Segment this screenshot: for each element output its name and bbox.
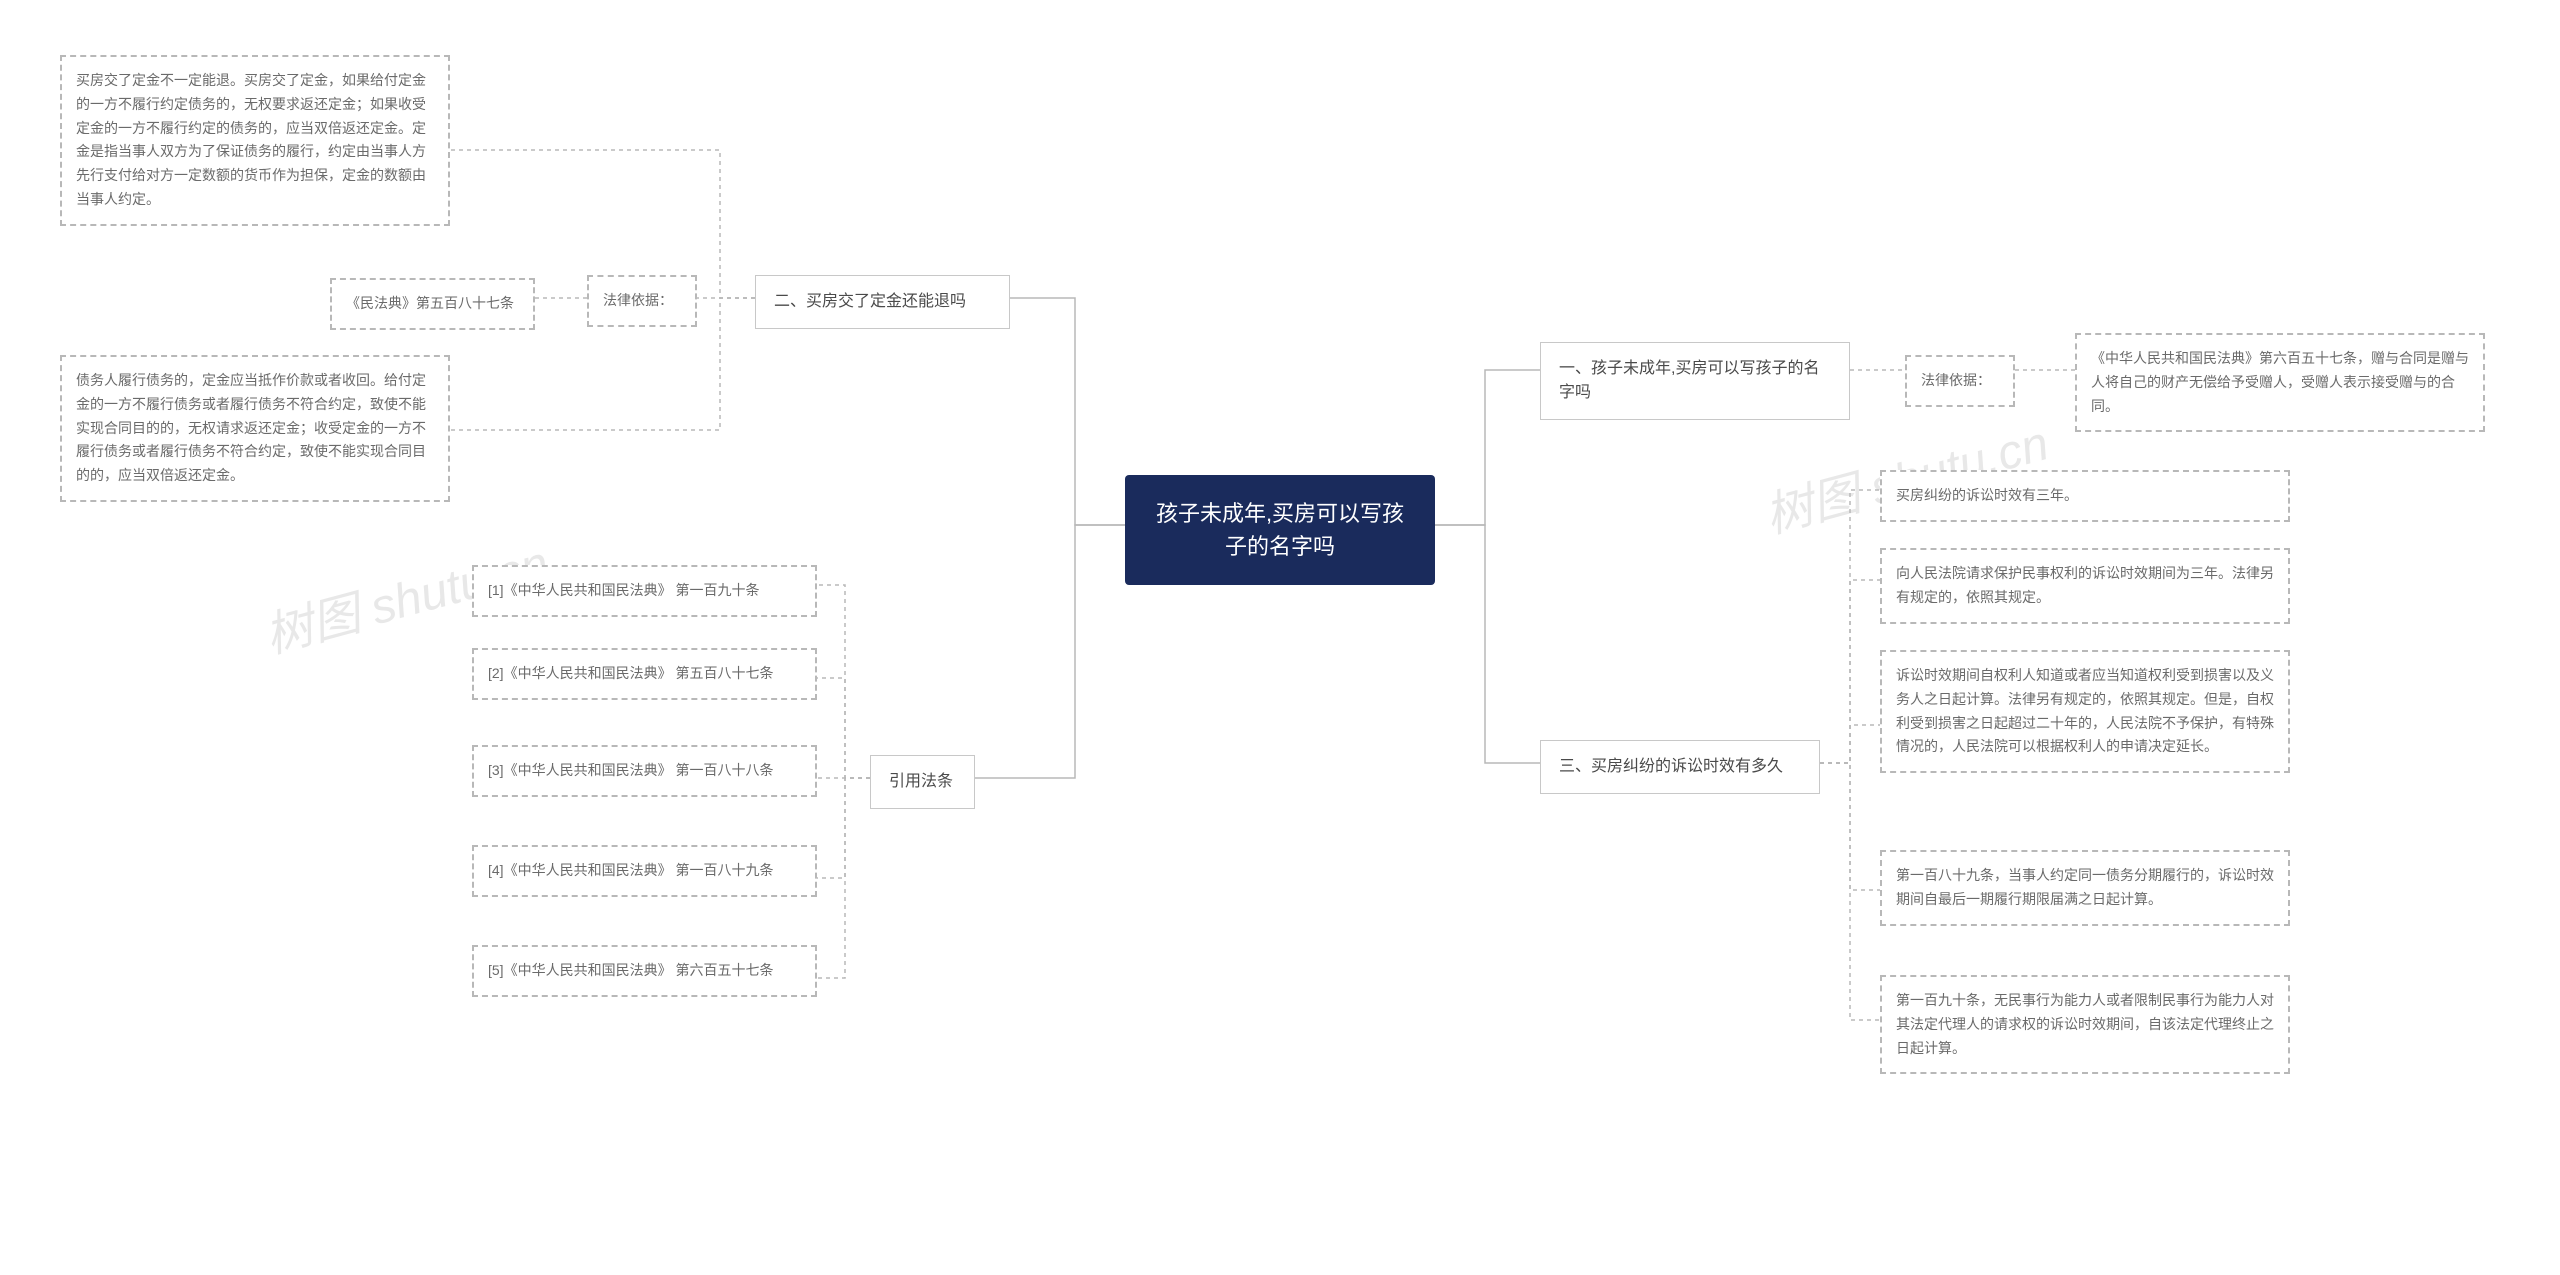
leaf-text: [1]《中华人民共和国民法典》 第一百九十条 [488,582,759,598]
branch-references-label: 引用法条 [889,773,953,790]
branch-2: 二、买房交了定金还能退吗 [755,275,1010,329]
branch-3-leaf: 第一百九十条，无民事行为能力人或者限制民事行为能力人对其法定代理人的请求权的诉讼… [1880,975,2290,1074]
branch-2-leaf: 债务人履行债务的，定金应当抵作价款或者收回。给付定金的一方不履行债务或者履行债务… [60,355,450,502]
branch-3-label: 三、买房纠纷的诉讼时效有多久 [1559,758,1783,775]
leaf-text: 向人民法院请求保护民事权利的诉讼时效期间为三年。法律另有规定的，依照其规定。 [1896,565,2274,605]
branch-1-label: 一、孩子未成年,买房可以写孩子的名字吗 [1559,360,1819,401]
center-label: 孩子未成年,买房可以写孩子的名字吗 [1156,501,1404,559]
leaf-text: 买房纠纷的诉讼时效有三年。 [1896,487,2078,503]
leaf-text: 诉讼时效期间自权利人知道或者应当知道权利受到损害以及义务人之日起计算。法律另有规… [1896,667,2274,754]
branch-3-leaf: 买房纠纷的诉讼时效有三年。 [1880,470,2290,522]
branch-3: 三、买房纠纷的诉讼时效有多久 [1540,740,1820,794]
leaf-text: [2]《中华人民共和国民法典》 第五百八十七条 [488,665,773,681]
leaf-text: 债务人履行债务的，定金应当抵作价款或者收回。给付定金的一方不履行债务或者履行债务… [76,372,426,483]
reference-item: [2]《中华人民共和国民法典》 第五百八十七条 [472,648,817,700]
branch-3-leaf: 第一百八十九条，当事人约定同一债务分期履行的，诉讼时效期间自最后一期履行期限届满… [1880,850,2290,926]
legal-basis-label: 法律依据： [1921,372,1991,388]
branch-2-leaf: 买房交了定金不一定能退。买房交了定金，如果给付定金的一方不履行约定债务的，无权要… [60,55,450,226]
center-node: 孩子未成年,买房可以写孩子的名字吗 [1125,475,1435,585]
reference-item: [1]《中华人民共和国民法典》 第一百九十条 [472,565,817,617]
branch-references: 引用法条 [870,755,975,809]
branch-3-leaf: 诉讼时效期间自权利人知道或者应当知道权利受到损害以及义务人之日起计算。法律另有规… [1880,650,2290,773]
leaf-text: 第一百八十九条，当事人约定同一债务分期履行的，诉讼时效期间自最后一期履行期限届满… [1896,867,2274,907]
leaf-text: 第一百九十条，无民事行为能力人或者限制民事行为能力人对其法定代理人的请求权的诉讼… [1896,992,2274,1056]
reference-item: [4]《中华人民共和国民法典》 第一百八十九条 [472,845,817,897]
branch-2-legal-basis: 法律依据： [587,275,697,327]
leaf-text: [4]《中华人民共和国民法典》 第一百八十九条 [488,862,773,878]
branch-3-leaf: 向人民法院请求保护民事权利的诉讼时效期间为三年。法律另有规定的，依照其规定。 [1880,548,2290,624]
branch-2-label: 二、买房交了定金还能退吗 [774,293,966,310]
reference-item: [5]《中华人民共和国民法典》 第六百五十七条 [472,945,817,997]
leaf-text: 《中华人民共和国民法典》第六百五十七条，赠与合同是赠与人将自己的财产无偿给予受赠… [2091,350,2469,414]
reference-item: [3]《中华人民共和国民法典》 第一百八十八条 [472,745,817,797]
branch-1-child-legal-basis: 法律依据： [1905,355,2015,407]
branch-1: 一、孩子未成年,买房可以写孩子的名字吗 [1540,342,1850,420]
leaf-text: 买房交了定金不一定能退。买房交了定金，如果给付定金的一方不履行约定债务的，无权要… [76,72,426,207]
leaf-text: [3]《中华人民共和国民法典》 第一百八十八条 [488,762,773,778]
legal-basis-label: 法律依据： [603,292,673,308]
branch-1-leaf: 《中华人民共和国民法典》第六百五十七条，赠与合同是赠与人将自己的财产无偿给予受赠… [2075,333,2485,432]
branch-2-legal-basis-leaf: 《民法典》第五百八十七条 [330,278,535,330]
leaf-text: [5]《中华人民共和国民法典》 第六百五十七条 [488,962,773,978]
leaf-text: 《民法典》第五百八十七条 [346,295,514,311]
